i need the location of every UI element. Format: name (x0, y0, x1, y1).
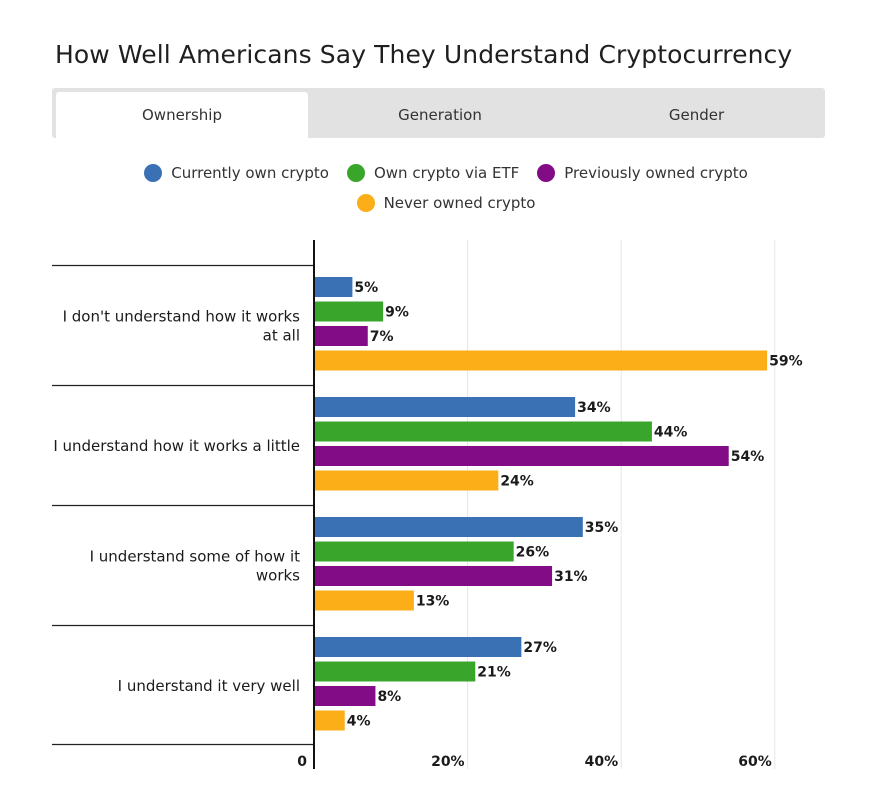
value-label: 5% (354, 280, 378, 296)
value-label: 13% (416, 594, 450, 610)
value-label: 7% (370, 329, 394, 345)
legend-item-currently-own[interactable]: Currently own crypto (144, 164, 329, 182)
bar (314, 637, 522, 657)
bar (314, 301, 384, 322)
legend-item-own-via-etf[interactable]: Own crypto via ETF (346, 164, 520, 182)
category-label: I understand how it works a little (53, 437, 300, 455)
legend-row-1: Currently own crypto Own crypto via ETF … (0, 164, 892, 182)
legend-label: Currently own crypto (171, 164, 329, 182)
tab-gender[interactable]: Gender (668, 106, 725, 124)
bar (314, 661, 476, 682)
value-label: 4% (347, 714, 371, 730)
legend-label: Own crypto via ETF (373, 164, 520, 182)
legend-item-never-owned[interactable]: Never owned crypto (356, 194, 536, 212)
value-label: 27% (523, 640, 557, 656)
category-label: works (256, 567, 300, 585)
bar (314, 350, 768, 371)
bar (314, 590, 414, 611)
category-label: at all (263, 327, 300, 345)
bar (314, 421, 652, 442)
bar (314, 710, 345, 731)
legend-dot-icon (537, 164, 556, 182)
x-tick-label: 0 (297, 754, 307, 770)
bar (314, 446, 729, 466)
legend-item-previously-owned[interactable]: Previously owned crypto (537, 164, 748, 182)
legend-dot-icon (356, 194, 375, 212)
value-label: 54% (731, 449, 765, 465)
value-label: 34% (577, 400, 611, 416)
category-label: I understand it very well (118, 677, 300, 695)
tab-bar: Ownership Generation Gender (52, 88, 825, 138)
value-label: 21% (477, 665, 511, 681)
value-label: 59% (769, 354, 803, 370)
chart-title: How Well Americans Say They Understand C… (55, 40, 793, 69)
x-tick-label: 20% (431, 754, 465, 770)
legend-dot-icon (346, 164, 365, 182)
bar (314, 326, 368, 346)
bar (314, 541, 514, 562)
value-label: 9% (385, 305, 409, 321)
x-tick-label: 40% (585, 754, 619, 770)
tab-ownership[interactable]: Ownership (56, 92, 308, 138)
bar (314, 470, 499, 491)
value-label: 26% (516, 545, 550, 561)
legend-label: Never owned crypto (383, 194, 536, 212)
legend-dot-icon (144, 164, 163, 182)
category-label: I don't understand how it works (63, 308, 301, 326)
bar (314, 517, 583, 537)
bar (314, 397, 576, 417)
value-label: 8% (377, 689, 401, 705)
x-tick-label: 60% (738, 754, 772, 770)
value-label: 44% (654, 425, 688, 441)
bar (314, 686, 376, 706)
bar (314, 277, 353, 297)
legend-row-2: Never owned crypto (0, 194, 892, 212)
value-label: 35% (585, 520, 619, 536)
category-label: I understand some of how it (90, 548, 301, 566)
value-label: 31% (554, 569, 588, 585)
legend-label: Previously owned crypto (564, 164, 748, 182)
tab-generation[interactable]: Generation (398, 106, 482, 124)
bar (314, 566, 553, 586)
value-label: 24% (500, 474, 534, 490)
